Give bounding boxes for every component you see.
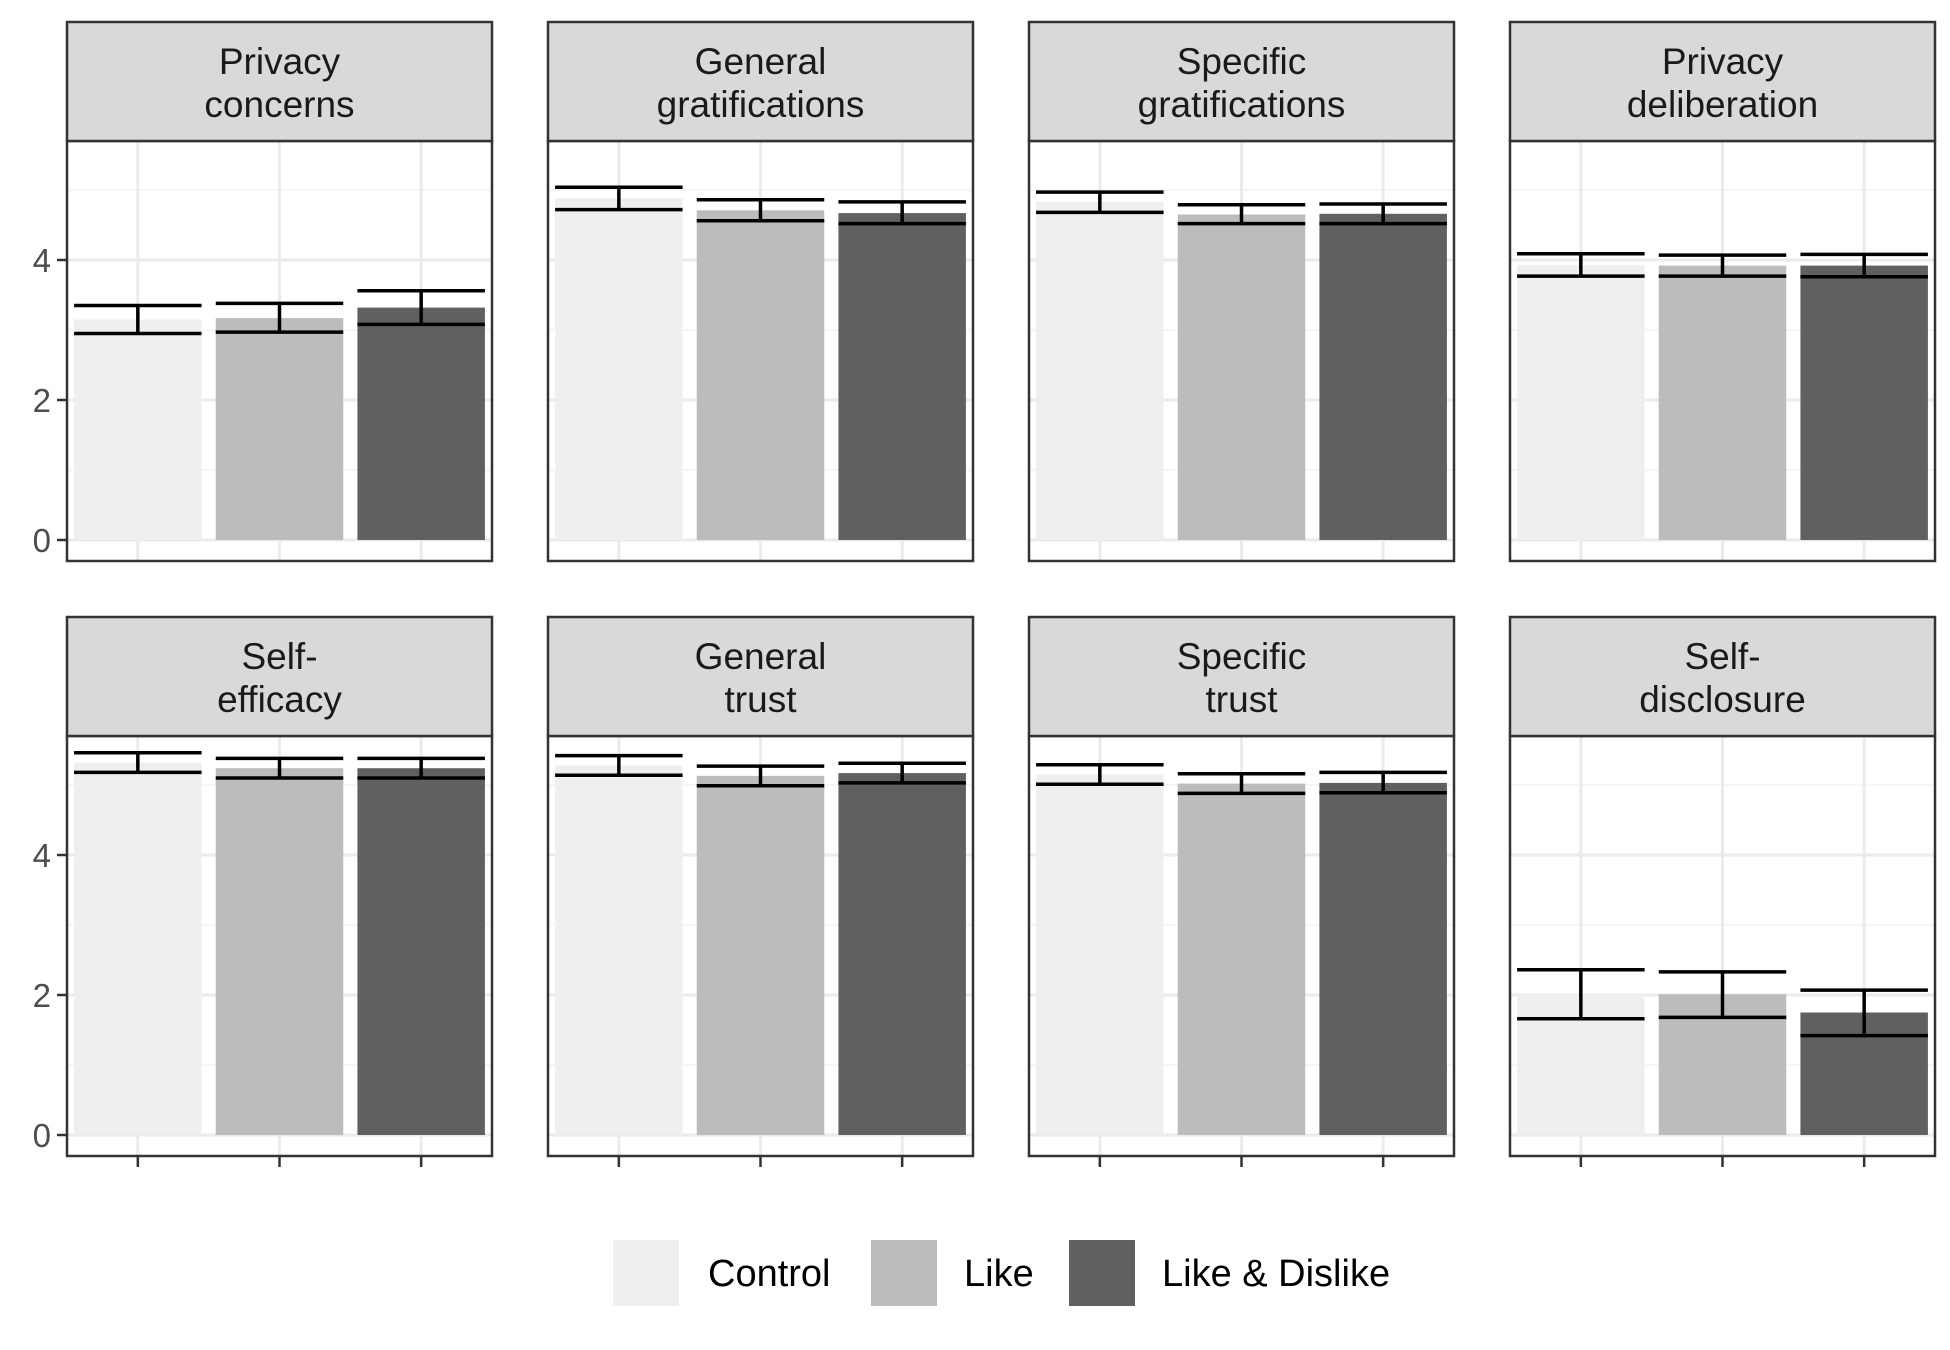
bar: [357, 307, 485, 540]
y-tick-label: 0: [33, 1117, 51, 1154]
y-tick-label: 4: [33, 242, 51, 279]
facet-strip: [546, 20, 975, 143]
bar: [555, 765, 683, 1135]
legend-label: Control: [708, 1253, 831, 1295]
bar: [357, 768, 485, 1135]
bar: [1319, 782, 1447, 1135]
facet-title-line: deliberation: [1627, 84, 1818, 125]
y-tick-label: 0: [33, 522, 51, 559]
error-bar: [1036, 762, 1164, 787]
bar: [74, 319, 202, 540]
facet-title-line: trust: [1206, 679, 1279, 720]
facet-title-line: disclosure: [1639, 679, 1806, 720]
facet-title-line: trust: [725, 679, 798, 720]
legend-key: [1069, 1240, 1135, 1306]
bar: [1800, 265, 1928, 540]
facet-strip: [65, 615, 494, 738]
bar: [1517, 264, 1645, 540]
facet-title-line: Self-: [1684, 636, 1760, 677]
error-bar: [357, 756, 485, 780]
error-bar: [1800, 252, 1928, 279]
legend-item: Control: [613, 1240, 831, 1306]
error-bar: [74, 303, 202, 336]
bar: [74, 762, 202, 1135]
error-bar: [696, 198, 825, 223]
error-bar: [696, 764, 825, 788]
facet-title-line: efficacy: [217, 679, 342, 720]
bar: [215, 768, 344, 1135]
error-bar: [1319, 202, 1447, 226]
bar: [1658, 265, 1787, 540]
facet-title-line: Specific: [1177, 636, 1307, 677]
error-bar: [1036, 190, 1164, 215]
error-bar: [1658, 970, 1787, 1020]
error-bar: [555, 185, 683, 212]
facet-title-line: Self-: [241, 636, 317, 677]
facet-strip: [65, 20, 494, 143]
y-tick-label: 2: [33, 382, 51, 419]
error-bar: [1177, 772, 1306, 796]
facet-panel: Self-disclosure: [1508, 615, 1937, 1167]
bar: [1177, 783, 1306, 1135]
facet-strip: [546, 615, 975, 738]
legend-key: [871, 1240, 937, 1306]
bar: [696, 775, 825, 1135]
facet-strip: [1027, 20, 1456, 143]
facet-title-line: gratifications: [657, 84, 865, 125]
legend-label: Like & Dislike: [1162, 1253, 1390, 1295]
bar: [1319, 213, 1447, 541]
legend-label: Like: [964, 1253, 1034, 1295]
facet-strip: [1027, 615, 1456, 738]
facet-strip: [1508, 20, 1937, 143]
y-tick-label: 2: [33, 977, 51, 1014]
error-bar: [838, 200, 966, 226]
legend-item: Like & Dislike: [1069, 1240, 1390, 1306]
bar: [838, 213, 966, 540]
legend-item: Like: [871, 1240, 1034, 1306]
bar: [215, 318, 344, 540]
bar: [1177, 214, 1306, 540]
error-bar: [1800, 988, 1928, 1038]
facet-title-line: Privacy: [219, 41, 341, 82]
error-bar: [1517, 968, 1645, 1021]
error-bar: [215, 756, 344, 780]
bar: [696, 210, 825, 541]
bar: [555, 198, 683, 540]
facet-title-line: Privacy: [1662, 41, 1784, 82]
error-bar: [1177, 202, 1306, 226]
facet-strip: [1508, 615, 1937, 738]
bar: [838, 773, 966, 1135]
legend-key: [613, 1240, 679, 1306]
facet-title-line: General: [695, 636, 827, 677]
error-bar: [555, 753, 683, 777]
error-bar: [357, 289, 485, 327]
error-bar: [838, 761, 966, 785]
y-tick-label: 4: [33, 837, 51, 874]
error-bar: [74, 751, 202, 775]
facet-title-line: Specific: [1177, 41, 1307, 82]
error-bar: [1658, 253, 1787, 278]
facet-title-line: gratifications: [1138, 84, 1346, 125]
bar: [1036, 774, 1164, 1135]
error-bar: [1319, 770, 1447, 795]
error-bar: [1517, 251, 1645, 278]
error-bar: [215, 301, 344, 334]
facet-panel: Self-efficacy 0 2 4: [33, 615, 494, 1167]
bar: [1036, 201, 1164, 540]
legend: Control Like Like & Dislike: [613, 1240, 1390, 1306]
facet-title-line: concerns: [204, 84, 354, 125]
facet-title-line: General: [695, 41, 827, 82]
